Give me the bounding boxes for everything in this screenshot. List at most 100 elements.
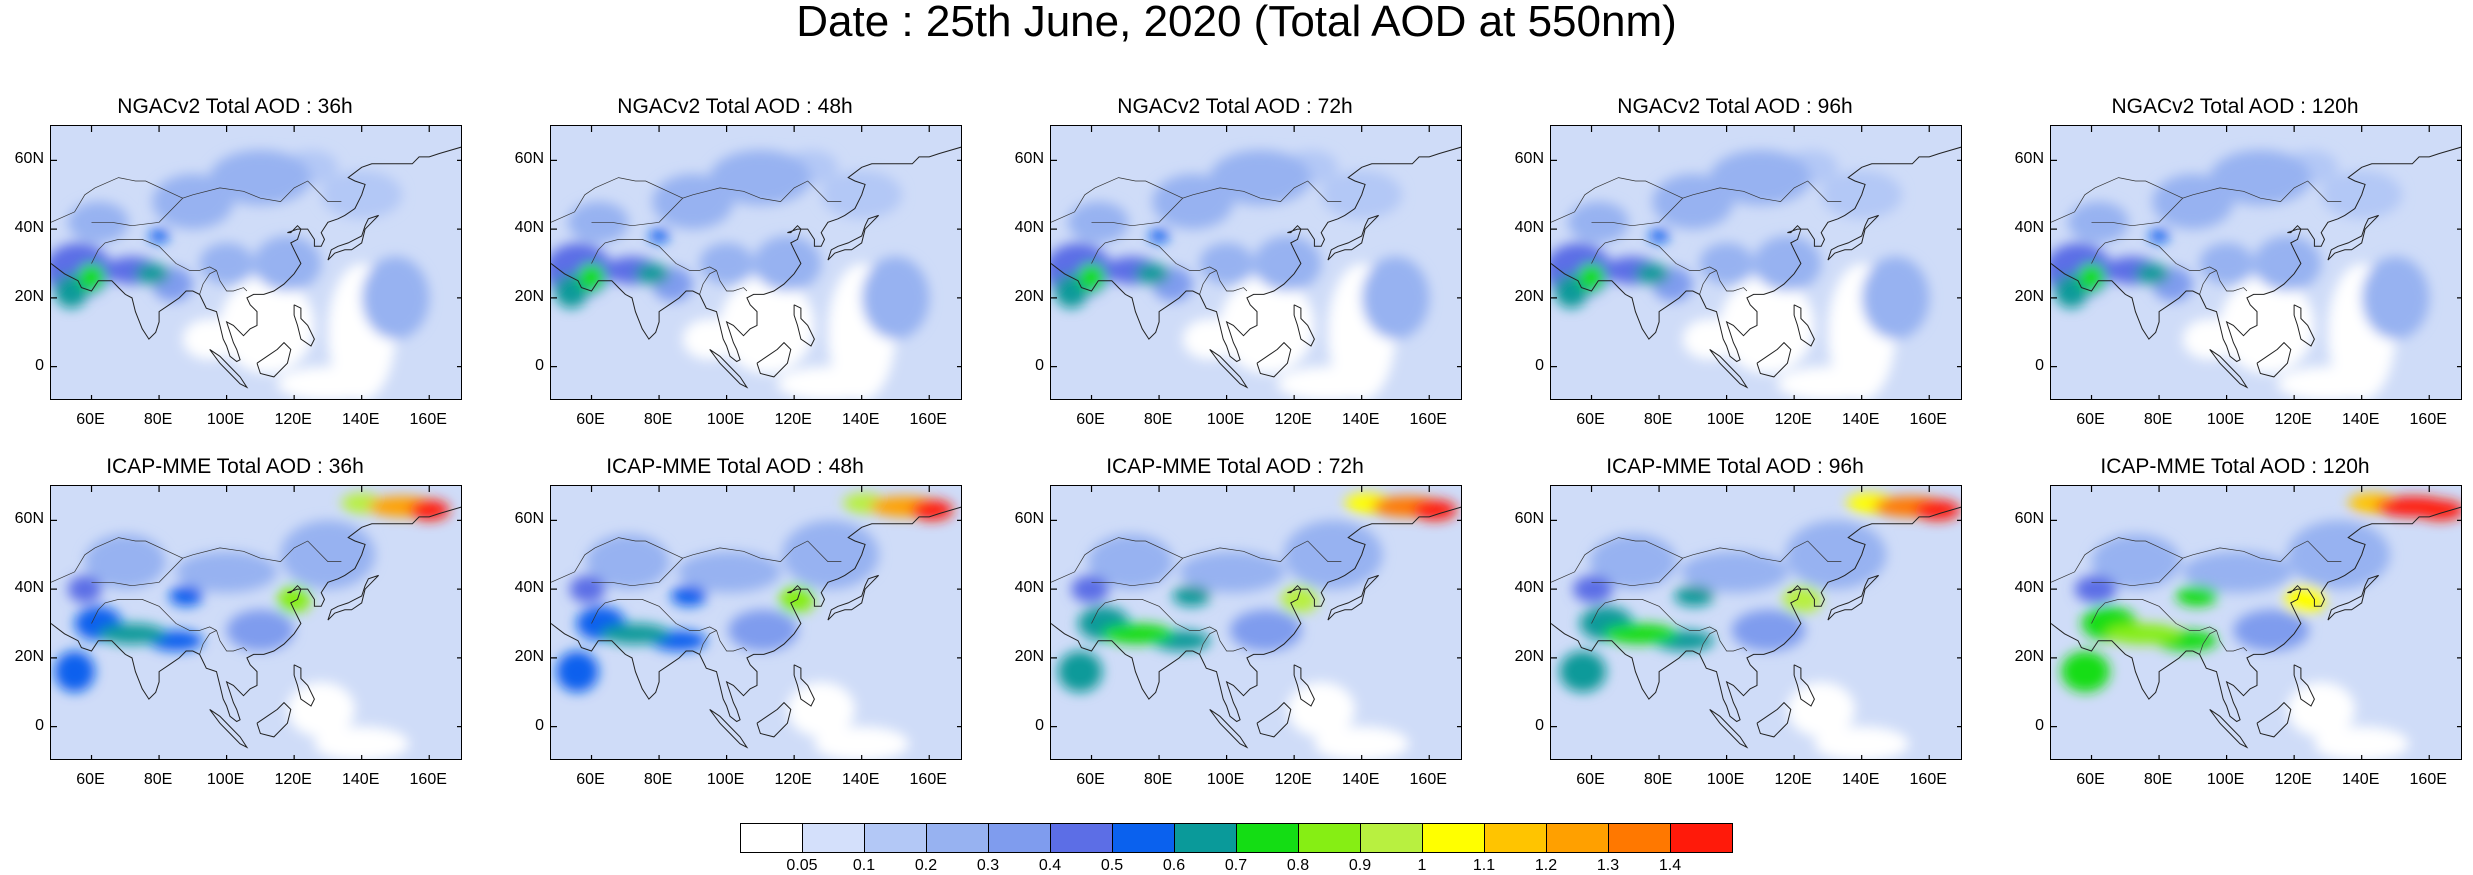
- country-border: [1618, 599, 1717, 631]
- clean-air-region: [2314, 726, 2409, 759]
- lat-tick-label: 40N: [2014, 579, 2044, 597]
- lon-tick-label: 80E: [143, 411, 173, 428]
- aod-field: [1051, 126, 1461, 399]
- lat-tick-label: 60N: [2014, 510, 2044, 528]
- coastline: [51, 506, 461, 723]
- country-border: [1591, 239, 1619, 264]
- country-border: [1551, 537, 1683, 583]
- coastline: [2256, 341, 2292, 378]
- colorbar-swatch: [1546, 823, 1609, 853]
- colorbar-swatch: [802, 823, 865, 853]
- lon-tick-label: 60E: [2076, 411, 2105, 428]
- aod-field: [1551, 486, 1961, 759]
- clean-air-region: [787, 681, 855, 737]
- coastline: [2293, 304, 2315, 347]
- lon-tick-label: 140E: [1842, 411, 1880, 428]
- lat-tick-label: 40N: [514, 579, 544, 597]
- aod-plume: [2209, 150, 2312, 206]
- country-border: [91, 180, 342, 227]
- coastline: [2327, 214, 2379, 261]
- country-border: [1199, 270, 1217, 295]
- aod-plume: [152, 174, 234, 230]
- aod-plume: [408, 499, 450, 521]
- country-border: [2199, 270, 2217, 295]
- aod-plume: [1709, 150, 1812, 206]
- colorbar-label: 0.6: [1162, 857, 1186, 874]
- aod-field: [1051, 486, 1461, 759]
- country-border: [1716, 270, 1748, 292]
- country-border: [199, 270, 217, 295]
- aod-plume: [135, 263, 170, 285]
- country-border: [2091, 180, 2342, 227]
- lon-tick-label: 100E: [1206, 771, 1245, 788]
- aod-map: [50, 485, 462, 760]
- aod-map: [1050, 125, 1462, 400]
- coastline: [209, 348, 249, 389]
- aod-plume: [2361, 256, 2430, 340]
- coastline: [1827, 574, 1879, 621]
- aod-plume: [199, 242, 254, 285]
- lat-tick-label: 20N: [2014, 647, 2044, 665]
- clean-air-region: [2277, 366, 2379, 399]
- lon-tick-label: 60E: [2076, 771, 2105, 788]
- country-border: [699, 630, 717, 655]
- lon-tick-label: 60E: [1076, 411, 1105, 428]
- map-panel: NGACv2 Total AOD : 96h 60N 40N 20N 0 60E 80E 10…: [1500, 95, 1970, 435]
- lon-tick-label: 80E: [643, 411, 673, 428]
- clean-air-region: [814, 726, 909, 759]
- clean-air-region: [1777, 366, 1879, 399]
- coastline: [1709, 348, 1749, 389]
- lon-tick-label: 140E: [842, 411, 880, 428]
- country-border: [2118, 239, 2217, 271]
- aod-plume: [2152, 174, 2234, 230]
- colorbar-label: 0.05: [786, 857, 818, 874]
- coastline: [1709, 708, 1749, 749]
- aod-plume: [569, 575, 606, 603]
- lon-tick-label: 120E: [2274, 411, 2312, 428]
- colorbar-label: 0.3: [976, 857, 1000, 874]
- colorbar-swatch: [1484, 823, 1547, 853]
- lon-tick-label: 160E: [2409, 411, 2447, 428]
- lon-tick-label: 140E: [1342, 771, 1380, 788]
- coastline: [293, 304, 315, 347]
- colorbar-swatch: [864, 823, 927, 853]
- panel-title: ICAP-MME Total AOD : 36h: [106, 455, 364, 478]
- lon-tick-label: 140E: [2342, 771, 2380, 788]
- coastline: [2293, 664, 2315, 707]
- aod-plume: [861, 256, 930, 340]
- coastline: [756, 701, 792, 738]
- country-border: [591, 239, 619, 264]
- country-border: [91, 239, 119, 264]
- aod-plume: [1057, 651, 1103, 693]
- colorbar-label: 0.9: [1348, 857, 1372, 874]
- lon-tick-label: 80E: [2143, 411, 2173, 428]
- country-border: [1216, 270, 1248, 292]
- clean-air-region: [277, 366, 379, 399]
- coastline: [2209, 708, 2249, 749]
- country-border: [2216, 270, 2248, 292]
- lon-tick-label: 120E: [774, 771, 812, 788]
- country-border: [551, 537, 683, 583]
- country-border: [618, 599, 717, 631]
- aod-plume: [635, 263, 670, 285]
- aod-plume: [1578, 263, 1606, 291]
- lat-tick-label: 40N: [1514, 219, 1544, 237]
- clean-air-region: [287, 681, 355, 737]
- aod-field: [551, 486, 961, 759]
- lon-tick-label: 80E: [1643, 411, 1673, 428]
- colorbar-swatch: [926, 823, 989, 853]
- panel-title: NGACv2 Total AOD : 96h: [1617, 95, 1853, 118]
- coastline: [51, 146, 461, 363]
- lat-tick-label: 0: [535, 356, 544, 374]
- lat-tick-label: 60N: [1014, 510, 1044, 528]
- lon-tick-label: 120E: [1274, 411, 1312, 428]
- country-border: [1091, 540, 1342, 587]
- aod-plume: [1179, 551, 1285, 593]
- lat-tick-label: 60N: [14, 510, 44, 528]
- aod-plume: [1209, 150, 1312, 206]
- lat-tick-label: 40N: [1014, 219, 1044, 237]
- colorbar-label: 0.2: [914, 857, 938, 874]
- aod-plume: [2253, 236, 2322, 291]
- aod-plume: [699, 242, 754, 285]
- country-border: [1591, 540, 1842, 587]
